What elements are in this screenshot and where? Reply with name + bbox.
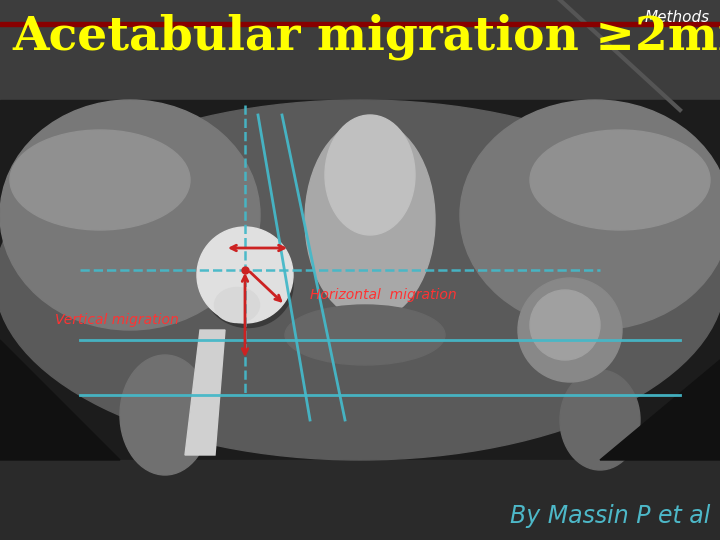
Text: Methods: Methods bbox=[645, 10, 710, 25]
Circle shape bbox=[518, 278, 622, 382]
Bar bbox=[0, 100, 720, 460]
Ellipse shape bbox=[203, 242, 293, 327]
Ellipse shape bbox=[560, 370, 640, 470]
Ellipse shape bbox=[460, 100, 720, 330]
Text: Acetabular migration ≥2mm: Acetabular migration ≥2mm bbox=[12, 14, 720, 60]
Ellipse shape bbox=[120, 355, 210, 475]
Text: Horizontal  migration: Horizontal migration bbox=[310, 288, 456, 302]
Text: Vertical migration: Vertical migration bbox=[55, 313, 179, 327]
Ellipse shape bbox=[325, 115, 415, 235]
Circle shape bbox=[530, 290, 600, 360]
Ellipse shape bbox=[305, 120, 435, 320]
Ellipse shape bbox=[0, 100, 260, 330]
Circle shape bbox=[197, 227, 293, 323]
Bar bbox=[0, 22, 720, 26]
Polygon shape bbox=[185, 330, 225, 455]
Text: By Massin P et al: By Massin P et al bbox=[510, 504, 710, 528]
Ellipse shape bbox=[215, 287, 259, 322]
Ellipse shape bbox=[530, 130, 710, 230]
Polygon shape bbox=[0, 340, 120, 460]
Ellipse shape bbox=[285, 305, 445, 365]
Bar bbox=[0, 460, 720, 540]
Polygon shape bbox=[600, 360, 720, 460]
Ellipse shape bbox=[10, 130, 190, 230]
Ellipse shape bbox=[0, 100, 720, 460]
